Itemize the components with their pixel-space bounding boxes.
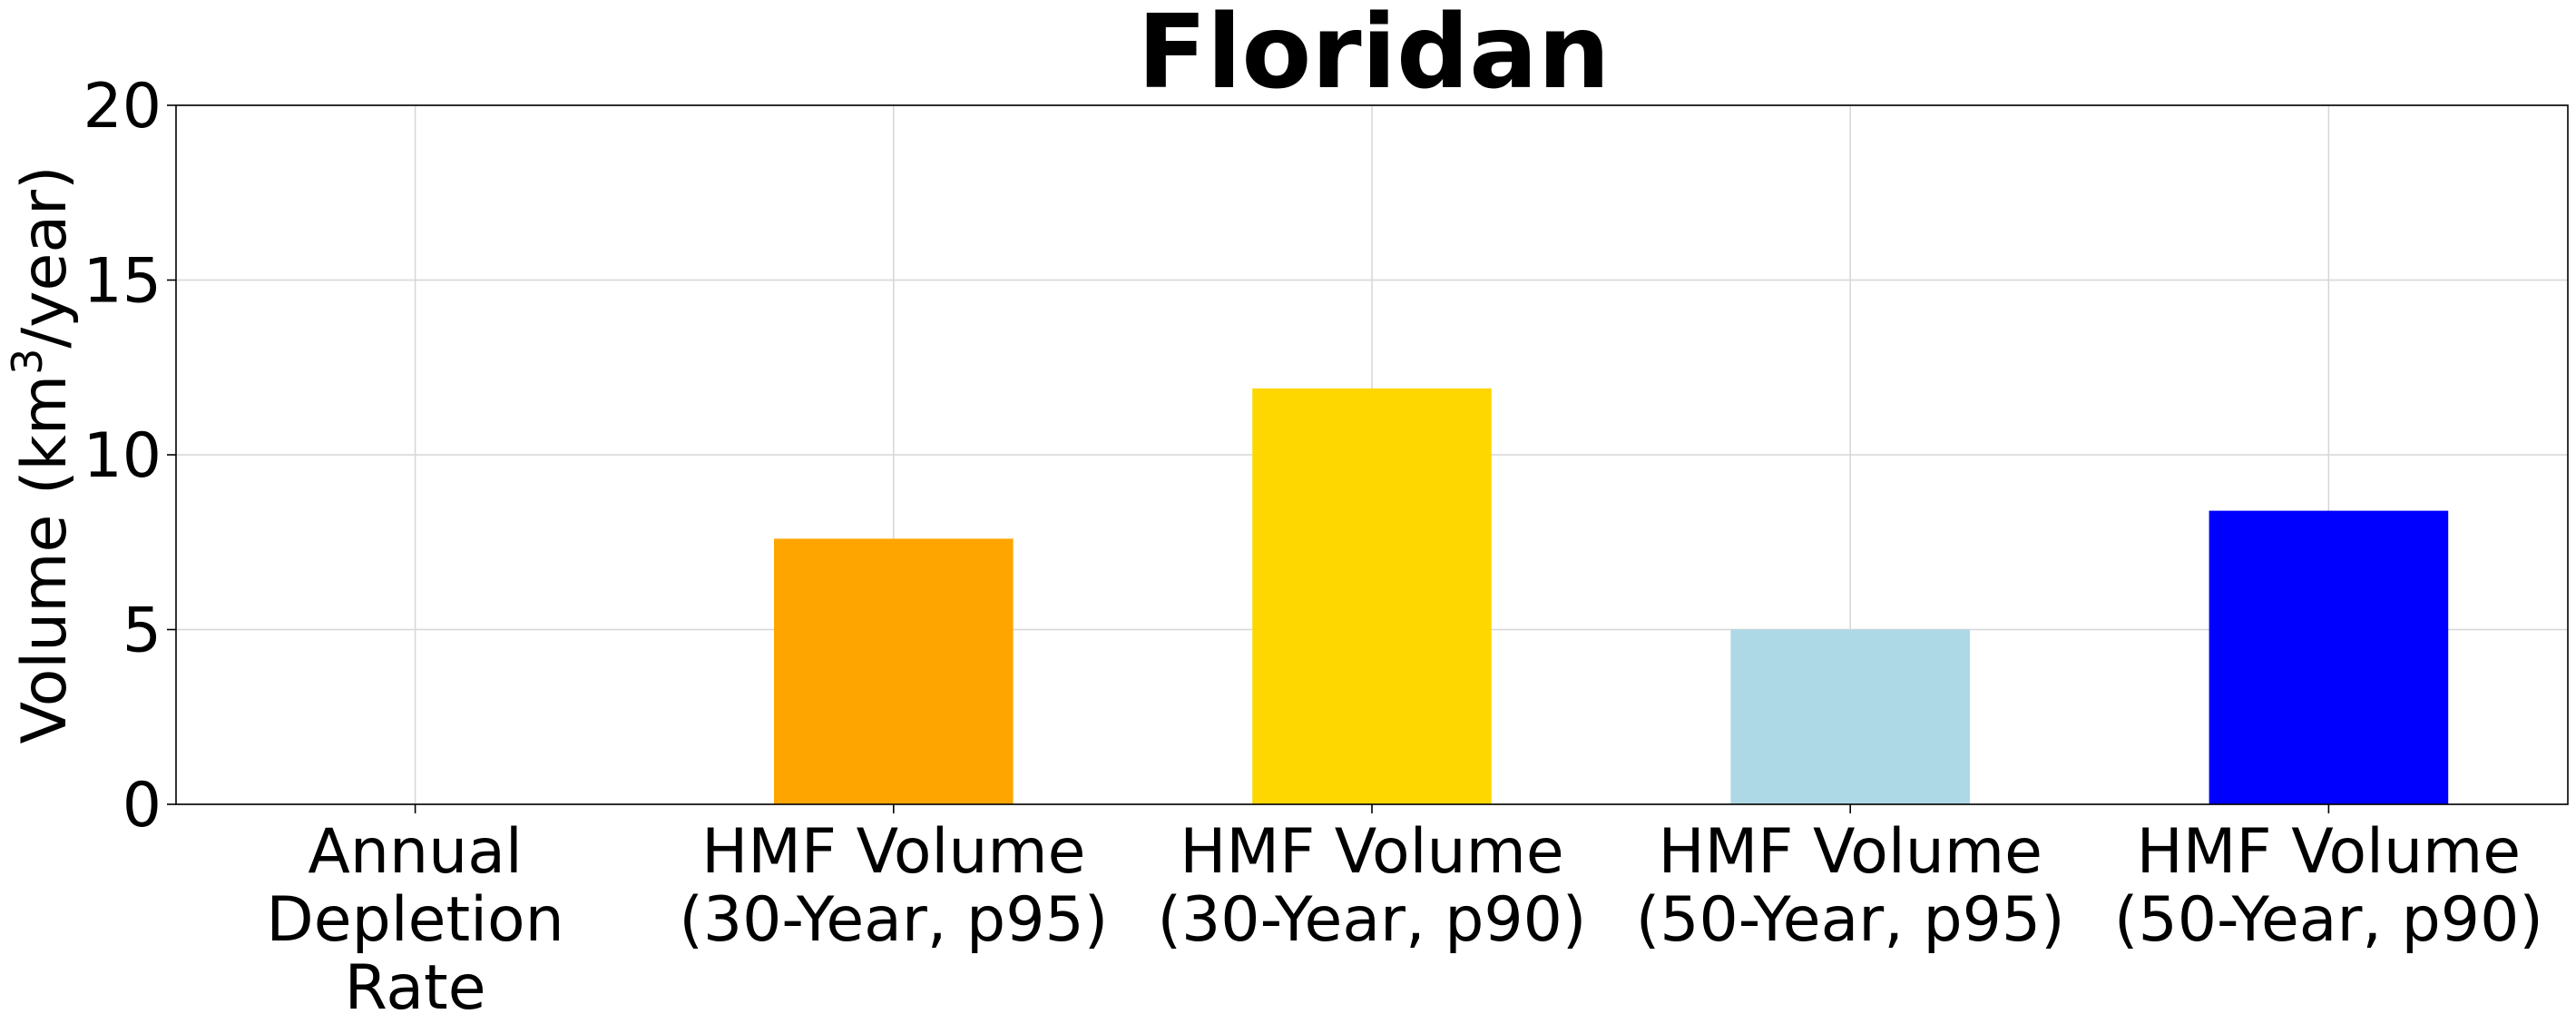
bars [774,388,2449,804]
bar [2209,510,2449,804]
chart-title: Floridan [1138,0,1611,112]
y-tick-label: 0 [122,770,162,842]
x-tick-label: Annual Depletion Rate [266,816,563,1024]
y-tick-label: 15 [83,246,162,318]
y-axis-label-suffix: /year) [9,165,81,348]
y-axis-ticks: 0 5 10 15 20 [83,71,176,842]
x-tick-label: HMF Volume (30-Year, p90) [1158,816,1587,956]
x-tick-label: HMF Volume (30-Year, p95) [679,816,1108,956]
x-tick-label: HMF Volume (50-Year, p90) [2114,816,2543,956]
x-tick-label: HMF Volume (50-Year, p95) [1636,816,2065,956]
bar [1252,388,1492,804]
bar [774,538,1014,804]
y-tick-label: 10 [83,420,162,492]
x-axis-ticks: Annual Depletion Rate HMF Volume (30-Year, p… [266,804,2543,1024]
y-tick-label: 5 [122,596,162,667]
y-axis-label-superscript: 3 [3,349,52,375]
y-tick-label: 20 [83,71,162,143]
y-axis-label: Volume (km3/year) [3,165,81,743]
y-axis-label-prefix: Volume (km [9,375,81,744]
bar [1730,629,1970,804]
